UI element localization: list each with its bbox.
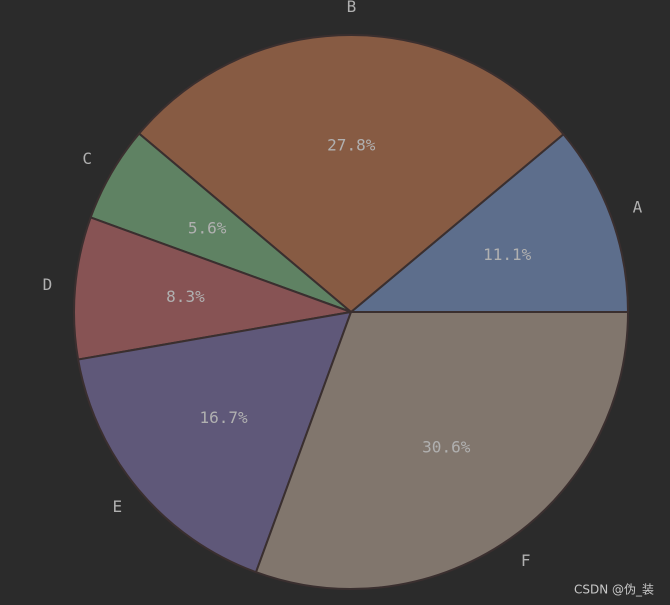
watermark: CSDN @伪_装	[574, 583, 654, 597]
category-label: B	[347, 0, 357, 16]
category-label: A	[633, 197, 643, 216]
value-label: 5.6%	[188, 218, 227, 237]
value-label: 16.7%	[199, 408, 248, 427]
value-label: 11.1%	[483, 245, 532, 264]
category-label: F	[521, 551, 531, 570]
value-label: 30.6%	[422, 438, 471, 457]
pie-slice	[348, 132, 630, 313]
pie: A 11.1% B 27.8% C 5.6% D 8.3% E 16.7% F 30.6%	[43, 0, 643, 590]
pie-slice	[137, 34, 565, 314]
pie-slice	[76, 310, 353, 574]
category-label: D	[43, 275, 53, 294]
category-label: C	[82, 149, 92, 168]
value-label: 27.8%	[327, 135, 376, 154]
category-label: E	[112, 497, 122, 516]
value-label: 8.3%	[166, 287, 205, 306]
pie-slice	[254, 311, 630, 590]
